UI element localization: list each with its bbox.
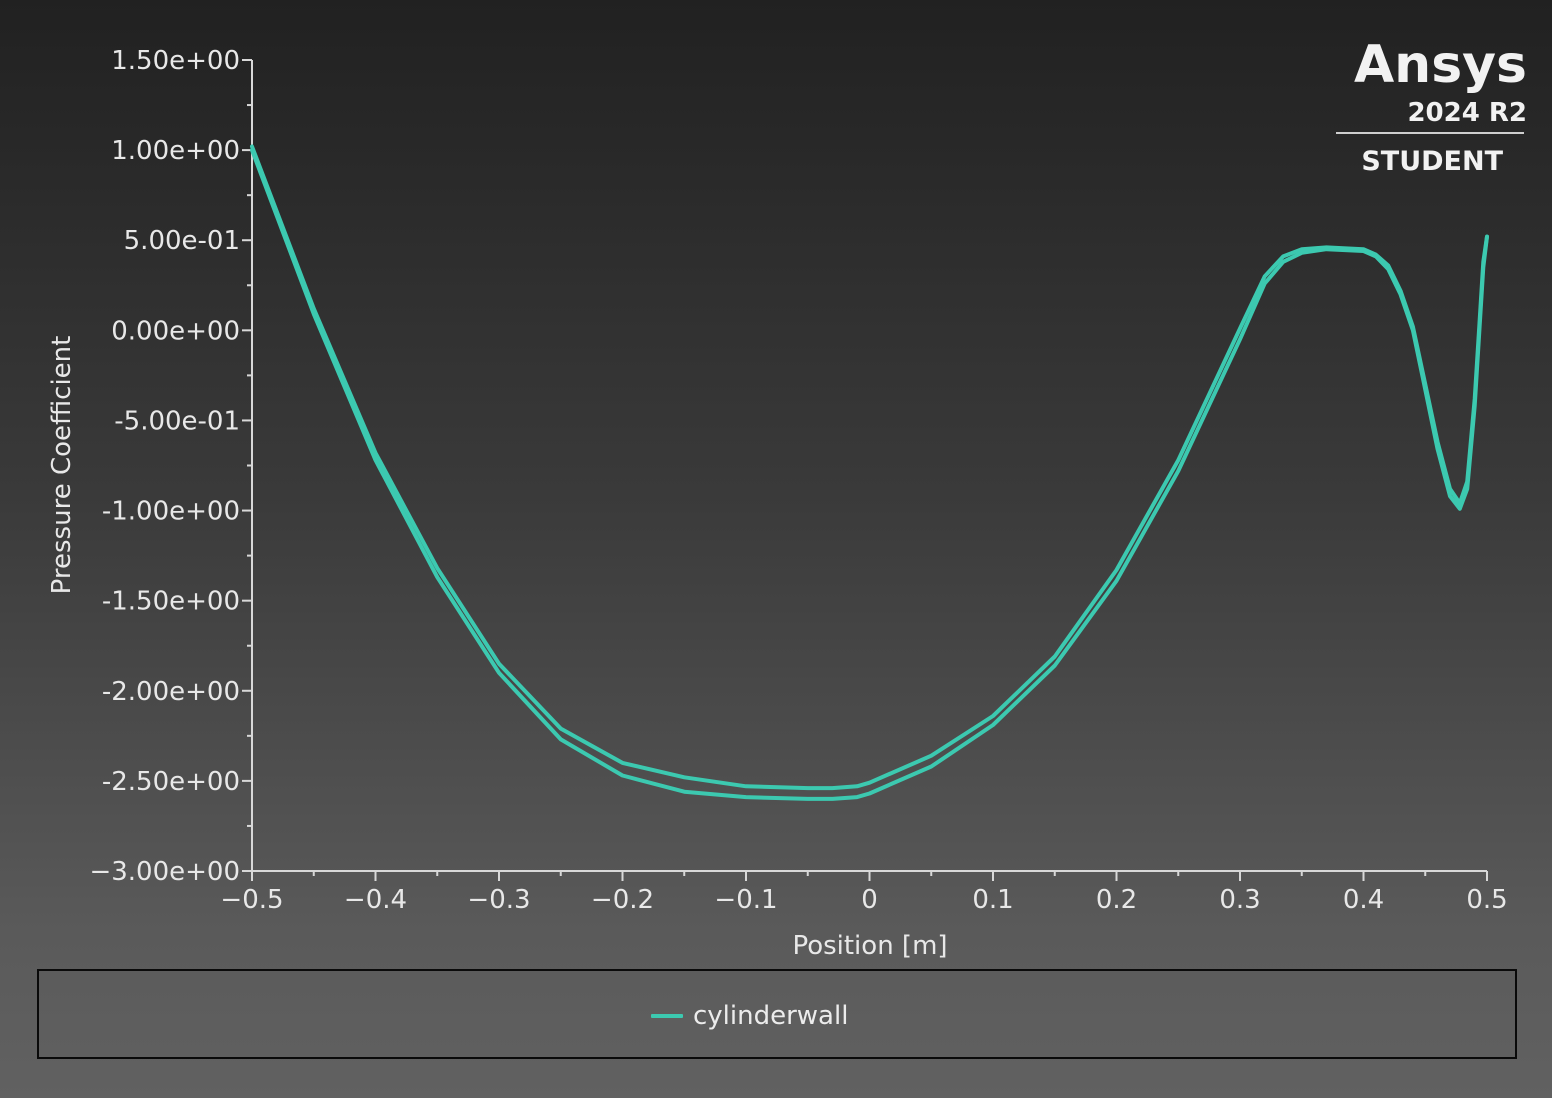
x-tick-label: −0.2 <box>591 885 654 915</box>
series-cylinderwall <box>250 144 1489 801</box>
x-tick-label: −0.5 <box>220 885 283 915</box>
y-tick-label: -5.00e-01 <box>114 406 240 436</box>
y-tick-label: −3.00e+00 <box>89 857 240 887</box>
x-tick-label: 0 <box>861 885 878 915</box>
y-tick-label: -1.50e+00 <box>102 587 240 617</box>
x-tick-label: −0.3 <box>467 885 530 915</box>
series-line-upper <box>250 144 1489 791</box>
x-tick-label: −0.4 <box>344 885 407 915</box>
series-line-lower <box>250 148 1489 801</box>
y-tick-label: 5.00e-01 <box>124 226 240 256</box>
y-axis-title: Pressure Coefficient <box>47 336 77 595</box>
logo-edition: STUDENT <box>1361 146 1503 177</box>
axes: 1.50e+00 1.00e+00 5.00e-01 0.00e+00 -5.00e-0… <box>89 46 1507 915</box>
x-axis-title: Position [m] <box>792 931 947 961</box>
x-tick-label: −0.1 <box>714 885 777 915</box>
legend-label: cylinderwall <box>693 1001 849 1031</box>
x-tick-label: 0.5 <box>1466 885 1507 915</box>
x-tick-label: 0.1 <box>972 885 1013 915</box>
y-tick-label: -2.50e+00 <box>102 767 240 797</box>
y-tick-label: -1.00e+00 <box>102 497 240 527</box>
x-tick-label: 0.2 <box>1096 885 1137 915</box>
x-tick-label: 0.4 <box>1343 885 1384 915</box>
y-tick-label: 0.00e+00 <box>111 316 240 346</box>
logo-brand: Ansys <box>1354 35 1527 95</box>
y-tick-label: -2.00e+00 <box>102 677 240 707</box>
logo-version: 2024 R2 <box>1407 98 1527 128</box>
y-tick-label: 1.50e+00 <box>111 46 240 76</box>
y-tick-label: 1.00e+00 <box>111 136 240 166</box>
legend-item-cylinderwall[interactable]: cylinderwall <box>651 999 848 1033</box>
ansys-logo: Ansys 2024 R2 STUDENT <box>1336 35 1527 177</box>
x-tick-label: 0.3 <box>1219 885 1260 915</box>
legend: cylinderwall <box>37 969 1517 1059</box>
legend-swatch <box>651 1014 683 1018</box>
plot-area: 1.50e+00 1.00e+00 5.00e-01 0.00e+00 -5.00e-0… <box>47 35 1527 961</box>
